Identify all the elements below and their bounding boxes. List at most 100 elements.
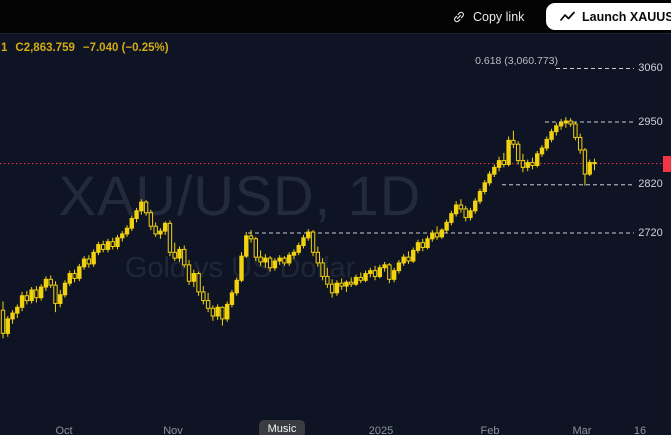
- candle-body: [468, 210, 473, 219]
- candle-body: [287, 254, 292, 264]
- time-axis-label: Feb: [480, 425, 500, 435]
- candle-body: [81, 258, 87, 268]
- candle-body: [58, 294, 63, 304]
- candle-body: [296, 245, 301, 253]
- candle-body: [67, 273, 72, 284]
- candle-body: [310, 231, 316, 253]
- candle-body: [277, 257, 282, 262]
- candle-body: [558, 122, 564, 127]
- candle-body: [0, 309, 6, 334]
- candle-body: [263, 257, 268, 263]
- candle-body: [77, 266, 82, 279]
- fib-level-annotation: 0.618 (3,060.773): [475, 55, 558, 67]
- candle-body: [582, 149, 588, 175]
- candle-body: [162, 222, 168, 232]
- candle-body: [267, 257, 273, 269]
- candle-body: [24, 295, 30, 302]
- candle-body: [215, 306, 220, 317]
- candle-body: [38, 286, 44, 299]
- candle-body: [358, 276, 363, 281]
- candle-body: [549, 131, 554, 140]
- candle-body: [449, 213, 454, 223]
- candle-body: [372, 270, 378, 277]
- candle-body: [396, 262, 402, 272]
- candle-body: [325, 275, 330, 285]
- candle-body: [430, 232, 435, 240]
- candle-body: [344, 281, 349, 287]
- candle-body: [563, 120, 569, 124]
- candle-body: [115, 237, 120, 248]
- candle-body: [406, 256, 411, 262]
- candle-body: [434, 232, 440, 238]
- candle-body: [201, 291, 206, 302]
- candle-body: [153, 225, 158, 235]
- candle-body: [205, 300, 211, 309]
- candle-body: [320, 262, 325, 277]
- candle-body: [377, 267, 383, 277]
- price-level-label: 3060: [634, 62, 667, 76]
- candle-body: [210, 307, 216, 317]
- candle-body: [387, 264, 392, 280]
- top-bar: Copy link Launch XAUUSDM: [0, 0, 671, 33]
- candle-body: [425, 238, 430, 248]
- candle-body: [401, 256, 406, 264]
- candle-body: [34, 289, 39, 299]
- music-overlay-button[interactable]: Music: [259, 420, 305, 435]
- candle-body: [411, 249, 416, 262]
- candle-body: [91, 251, 96, 265]
- candle-body: [506, 139, 511, 165]
- candle-body: [391, 270, 397, 280]
- candle-body: [353, 276, 359, 285]
- time-axis-label: Oct: [55, 425, 73, 435]
- candle-body: [415, 242, 421, 251]
- candle-body: [186, 264, 192, 282]
- legend-prefix: 1: [1, 42, 8, 54]
- candle-body: [43, 278, 49, 288]
- candle-body: [492, 166, 497, 175]
- candle-body: [53, 284, 58, 304]
- candle-body: [482, 182, 487, 192]
- candle-body: [15, 306, 20, 314]
- candle-body: [196, 273, 201, 293]
- candle-body: [329, 283, 335, 294]
- candle-body: [444, 221, 449, 231]
- candle-body: [234, 279, 239, 294]
- candle-body: [291, 251, 297, 256]
- candle-body: [253, 238, 259, 258]
- candle-body: [339, 282, 344, 287]
- candle-body: [301, 237, 306, 247]
- candle-body: [535, 153, 540, 166]
- candle-body: [520, 160, 526, 168]
- candle-body: [530, 162, 535, 166]
- trend-line-icon: [560, 11, 575, 22]
- candle-body: [182, 248, 187, 266]
- candle-body: [120, 233, 125, 239]
- symbol-legend[interactable]: 1 C2,863.759 −7.040 (−0.25%): [1, 42, 169, 54]
- candle-body: [587, 162, 592, 175]
- candle-body: [48, 278, 53, 286]
- candle-body: [473, 200, 478, 212]
- candle-body: [86, 258, 92, 265]
- candle-body: [334, 282, 340, 294]
- candle-body: [5, 318, 10, 334]
- legend-change-value: −7.040 (−0.25%): [82, 42, 169, 54]
- candle-body: [511, 139, 516, 145]
- chart-watermark-symbol: XAU/USD, 1D: [58, 164, 422, 227]
- candle-body: [382, 264, 387, 269]
- candle-body: [477, 190, 483, 202]
- time-axis-label: 16: [633, 425, 647, 435]
- candle-body: [458, 204, 464, 210]
- copy-link-button[interactable]: Copy link: [452, 6, 524, 27]
- candle-body: [191, 273, 197, 282]
- candle-body: [248, 235, 254, 240]
- candle-body: [158, 230, 163, 235]
- launch-symbol-button[interactable]: Launch XAUUSDM: [546, 3, 671, 30]
- candle-body: [515, 143, 521, 162]
- candle-body: [554, 125, 559, 133]
- candle-body: [368, 270, 373, 275]
- chart-panel[interactable]: [0, 33, 671, 435]
- candle-body: [568, 120, 573, 125]
- current-price-tag: [663, 155, 671, 172]
- candle-body: [29, 289, 34, 302]
